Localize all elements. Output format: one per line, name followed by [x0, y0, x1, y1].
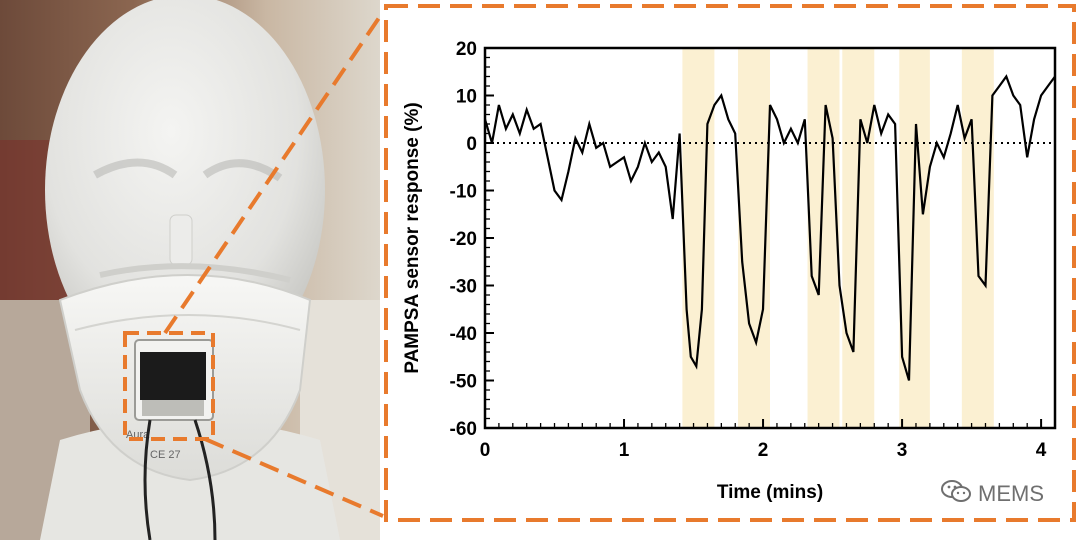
y-tick-label: -20	[450, 229, 477, 250]
x-tick-label: 0	[480, 440, 491, 461]
zoom-frame	[384, 4, 1076, 522]
x-axis-title: Time (mins)	[717, 482, 823, 503]
y-tick-label: -10	[450, 182, 477, 203]
watermark-text: MEMS	[978, 481, 1044, 506]
highlight-region	[682, 48, 715, 428]
plot-area-frame	[483, 46, 1057, 430]
y-tick-label: 20	[456, 39, 477, 60]
tick-labels: -60 -50 -40 -30 -20 -10 0 10 20 0 1 2 3 4	[450, 39, 1047, 461]
y-tick-label: -30	[450, 277, 477, 298]
mannequin-head-with-mask-icon: Aura CE 27	[0, 0, 380, 540]
y-axis-title: PAMPSA sensor response (%)	[402, 102, 423, 373]
highlight-region	[899, 48, 930, 428]
x-tick-label: 4	[1036, 440, 1047, 461]
watermark: MEMS	[940, 478, 1044, 510]
y-tick-label: 10	[456, 87, 477, 108]
highlight-region	[842, 48, 875, 428]
y-tick-label: -50	[450, 372, 477, 393]
sensor-response-line	[483, 74, 1056, 381]
mask-photo: Aura CE 27	[0, 0, 380, 540]
zoom-connector-top	[163, 10, 385, 335]
mask-print-text: CE 27	[150, 449, 181, 461]
highlight-regions	[682, 48, 994, 428]
x-tick-label: 1	[619, 440, 630, 461]
wechat-icon	[940, 478, 972, 510]
zoom-connector-bottom	[204, 437, 384, 518]
y-tick-label: -60	[450, 419, 477, 440]
y-tick-label: -40	[450, 324, 477, 345]
y-tick-label: 0	[466, 134, 477, 155]
x-tick-label: 3	[897, 440, 908, 461]
highlight-region	[807, 48, 840, 428]
x-tick-label: 2	[758, 440, 769, 461]
